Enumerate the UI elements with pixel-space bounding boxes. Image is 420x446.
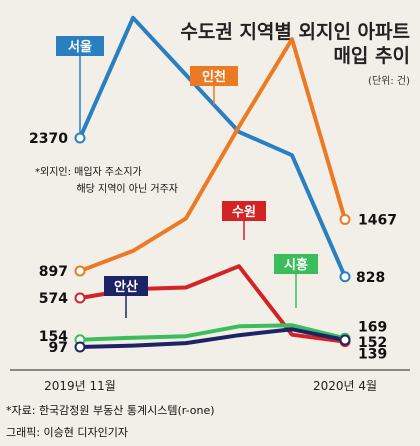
start-point-1	[74, 265, 86, 277]
end-point-1	[339, 214, 351, 226]
start-point-4	[74, 341, 86, 353]
series-badge-2	[222, 201, 266, 221]
unit-label: (단위: 건)	[368, 74, 410, 87]
start-value-label-4: 97	[49, 340, 68, 356]
series-badge-3	[274, 254, 318, 274]
series-badge-4	[104, 276, 148, 296]
series-line-0	[78, 15, 347, 279]
start-value-label-0: 2370	[29, 131, 68, 147]
series-line-1	[78, 37, 347, 273]
start-value-label-2: 574	[39, 291, 68, 307]
note-line1: *외지인: 매입자 주소지가	[35, 165, 142, 178]
end-value-label-2: 139	[358, 347, 387, 363]
chart-title-line2: 매입 추이	[333, 45, 410, 67]
start-point-0	[74, 132, 86, 144]
series-badge-label-2: 수원	[232, 205, 256, 220]
series-line-4	[78, 327, 347, 349]
series-badge-label-4: 안산	[114, 279, 138, 295]
end-point-4	[339, 334, 351, 346]
credit-note: 그래픽: 이승현 디자인기자	[6, 426, 128, 439]
series-badge-1	[190, 66, 238, 86]
end-value-label-0: 828	[356, 270, 385, 286]
end-value-label-3: 169	[358, 319, 387, 335]
x-tick-start: 2019년 11월	[44, 379, 116, 393]
end-value-label-1: 1467	[358, 213, 397, 229]
note-line2: 해당 지역이 아닌 거주자	[76, 182, 178, 195]
series-badge-0	[56, 36, 104, 56]
start-value-label-1: 897	[39, 264, 68, 280]
series-line-3	[78, 323, 347, 342]
start-point-2	[74, 292, 86, 304]
series-badge-label-1: 인천	[202, 69, 226, 85]
chart-title-line1: 수도권 지역별 외지인 아파트	[180, 21, 410, 43]
source-note: *자료: 한국감정원 부동산 통계시스템(r-one)	[6, 404, 215, 417]
series-badge-label-3: 시흥	[284, 257, 308, 273]
end-point-0	[339, 271, 351, 283]
end-value-label-4: 152	[358, 335, 387, 351]
x-tick-end: 2020년 4월	[313, 379, 377, 393]
series-badge-label-0: 서울	[68, 39, 92, 55]
start-value-label-3: 154	[39, 329, 68, 345]
